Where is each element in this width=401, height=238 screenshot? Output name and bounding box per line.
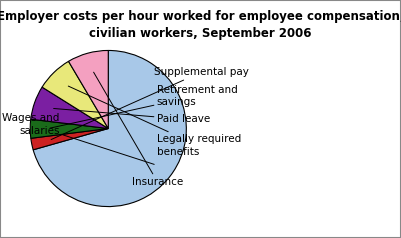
Wedge shape (30, 119, 108, 138)
Wedge shape (69, 50, 108, 129)
Wedge shape (42, 61, 108, 129)
Text: Supplemental pay: Supplemental pay (51, 67, 249, 139)
Text: Retirement and
savings: Retirement and savings (50, 84, 237, 128)
Wedge shape (31, 87, 108, 129)
Wedge shape (31, 129, 108, 150)
Text: Wages and
salaries: Wages and salaries (2, 114, 154, 164)
Text: Employer costs per hour worked for employee compensation,
civilian workers, Sept: Employer costs per hour worked for emplo… (0, 10, 401, 40)
Text: Legally required
benefits: Legally required benefits (68, 86, 241, 157)
Text: Paid leave: Paid leave (54, 109, 210, 124)
Text: Insurance: Insurance (93, 72, 183, 187)
Wedge shape (33, 50, 186, 207)
